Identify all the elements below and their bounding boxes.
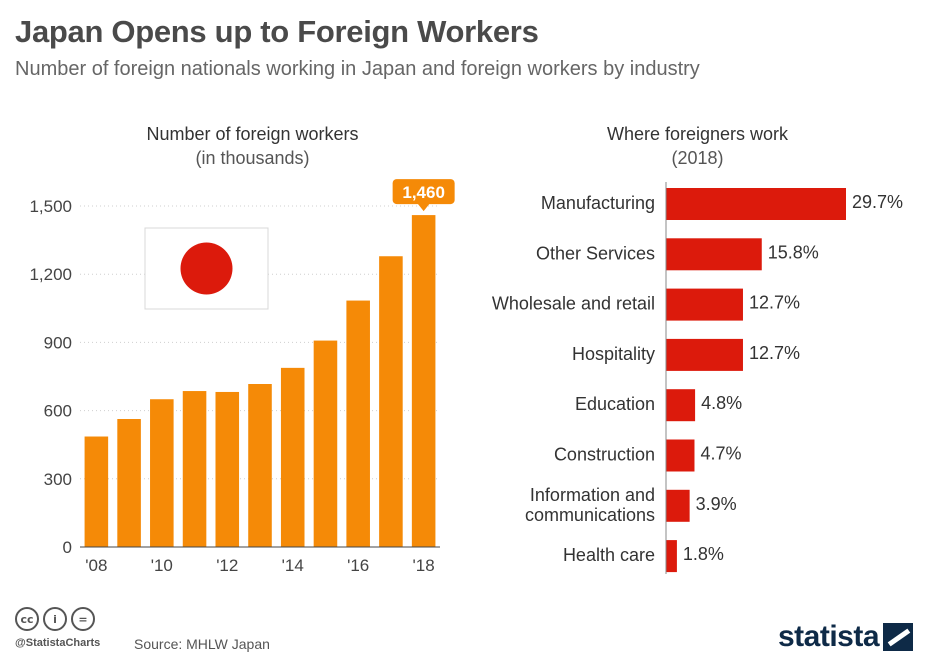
hbar-information-and-communications xyxy=(666,489,690,522)
no-derivatives-icon[interactable]: = xyxy=(71,607,95,631)
y-tick-label: 1,500 xyxy=(29,197,72,216)
attribution-icon[interactable]: i xyxy=(43,607,67,631)
hbar-value-label: 12.7% xyxy=(749,293,800,313)
y-tick-label: 300 xyxy=(44,470,72,489)
bar-2009 xyxy=(117,419,141,547)
left-panel-title-text: Number of foreign workers xyxy=(146,124,359,144)
bar-2010 xyxy=(150,399,174,547)
value-callout-pointer xyxy=(417,203,430,212)
right-panel-title: Where foreigners work (2018) xyxy=(555,122,840,170)
hbar-value-label: 29.7% xyxy=(852,192,903,212)
value-callout-label: 1,460 xyxy=(402,183,445,202)
bar-2016 xyxy=(346,300,370,547)
x-tick-label: '08 xyxy=(85,556,107,575)
category-label: Manufacturing xyxy=(541,193,655,213)
bar-2018 xyxy=(411,215,436,548)
footer: cc i = @StatistaCharts xyxy=(15,607,100,649)
hbar-health-care xyxy=(666,540,677,573)
creative-commons-icon[interactable]: cc xyxy=(15,607,39,631)
category-label: Hospitality xyxy=(572,344,655,364)
chart-subtitle: Number of foreign nationals working in J… xyxy=(15,58,700,80)
source-note: Source: MHLW Japan xyxy=(134,636,270,652)
hbar-value-label: 4.8% xyxy=(701,393,742,413)
x-tick-label: '16 xyxy=(347,556,369,575)
category-label-line: Information and xyxy=(530,485,655,505)
bar-2013 xyxy=(248,384,272,547)
hbar-manufacturing xyxy=(666,188,846,220)
left-panel-subtitle: (in thousands) xyxy=(195,148,310,168)
y-tick-label: 1,200 xyxy=(29,265,72,284)
hbar-wholesale-and-retail xyxy=(666,288,743,321)
category-label: Health care xyxy=(563,545,655,565)
y-tick-label: 0 xyxy=(63,538,72,557)
y-tick-label: 900 xyxy=(44,333,72,352)
japan-flag-sun xyxy=(180,242,233,295)
hbar-value-label: 15.8% xyxy=(768,242,819,262)
right-panel-subtitle: (2018) xyxy=(671,148,724,168)
x-tick-label: '12 xyxy=(216,556,238,575)
hbar-value-label: 4.7% xyxy=(700,444,741,464)
bar-2014 xyxy=(280,367,305,547)
bar-2008 xyxy=(84,436,109,547)
bar-2017 xyxy=(379,256,403,547)
hbar-value-label: 12.7% xyxy=(749,343,800,363)
category-label: Wholesale and retail xyxy=(492,294,655,314)
hbar-value-label: 3.9% xyxy=(696,494,737,514)
value-callout-box xyxy=(392,179,455,205)
bar-2012 xyxy=(215,391,240,547)
y-tick-label: 600 xyxy=(44,402,72,421)
hbar-hospitality xyxy=(666,338,743,371)
statista-logo[interactable]: statista xyxy=(778,620,914,654)
x-tick-label: '10 xyxy=(151,556,173,575)
x-tick-label: '18 xyxy=(413,556,435,575)
hbar-value-label: 1.8% xyxy=(683,544,724,564)
left-panel-title: Number of foreign workers (in thousands) xyxy=(100,122,405,170)
hbar-education xyxy=(666,389,696,422)
category-label-line: communications xyxy=(525,505,655,525)
license-icons: cc i = xyxy=(15,607,100,631)
statista-logo-icon xyxy=(883,623,914,651)
category-label: Other Services xyxy=(536,243,655,263)
right-panel-title-text: Where foreigners work xyxy=(606,124,789,144)
bar-2015 xyxy=(313,340,338,547)
statista-logo-text: statista xyxy=(778,620,880,653)
chart-title: Japan Opens up to Foreign Workers xyxy=(15,14,539,49)
x-tick-label: '14 xyxy=(282,556,304,575)
bar-2011 xyxy=(182,391,207,547)
hbar-construction xyxy=(666,439,695,472)
category-label: Education xyxy=(575,394,655,414)
twitter-handle[interactable]: @StatistaCharts xyxy=(15,637,101,649)
category-label: Construction xyxy=(554,445,655,465)
hbar-other-services xyxy=(666,238,762,271)
